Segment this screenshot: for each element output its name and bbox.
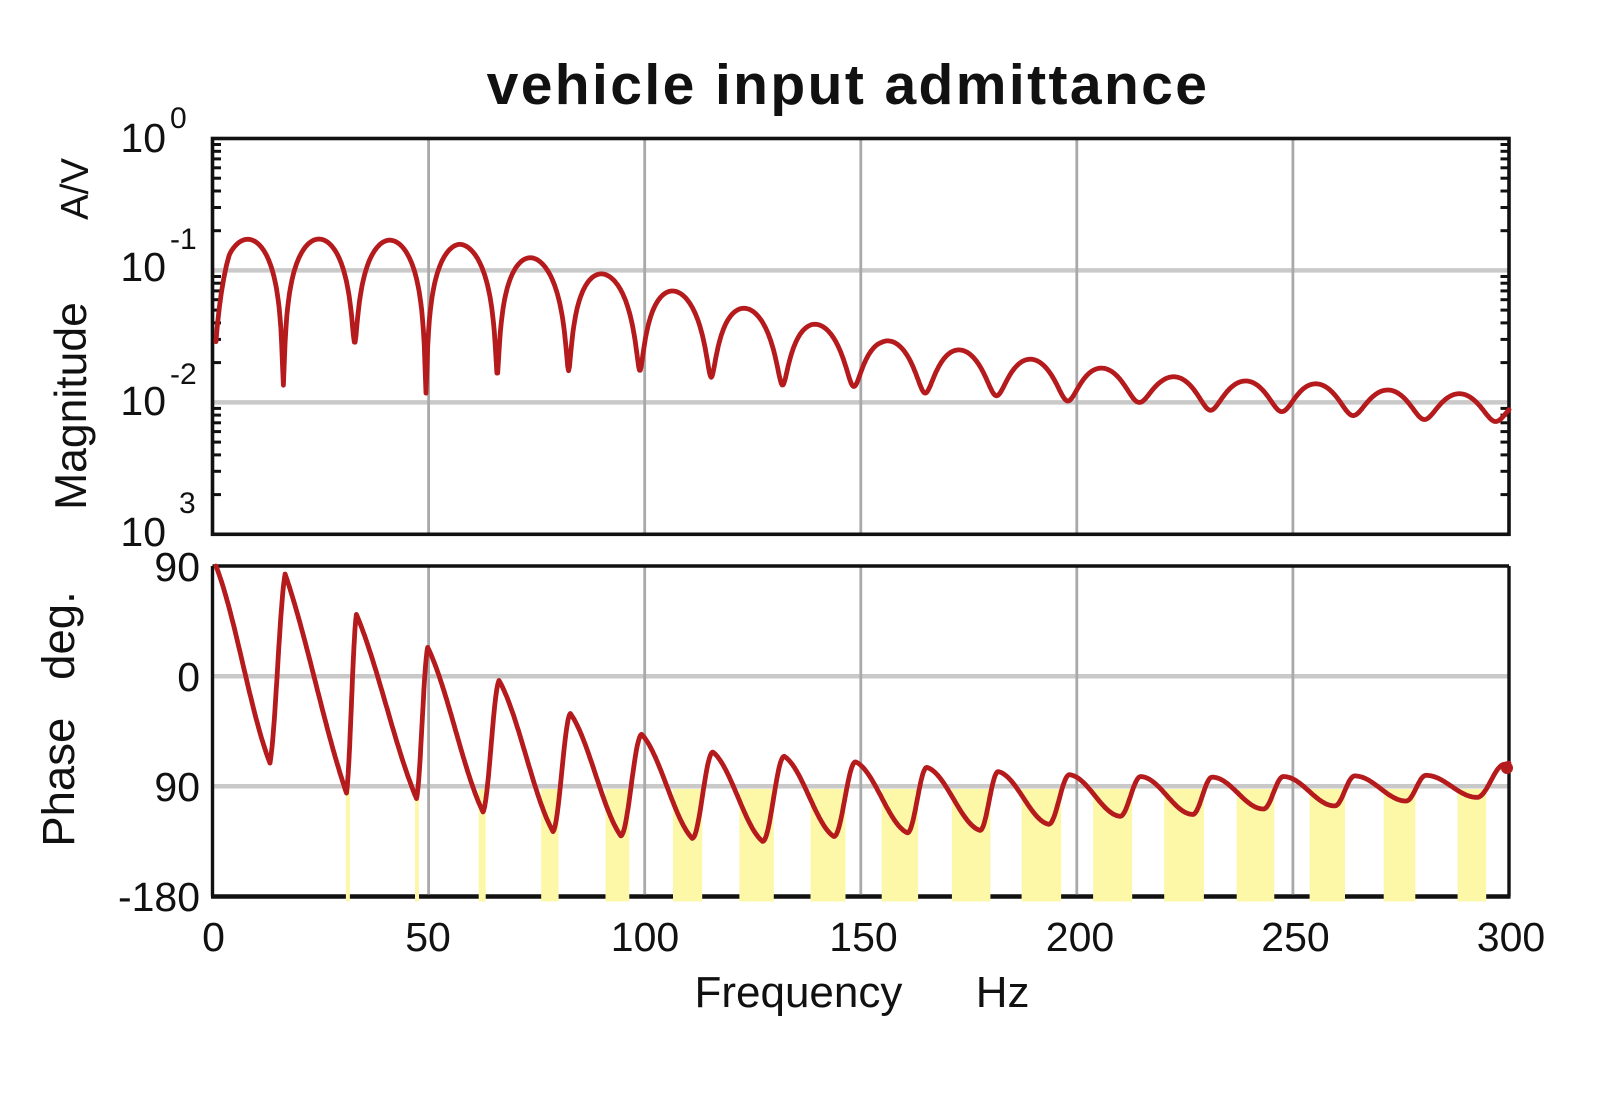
svg-text:200: 200 [1046,914,1114,960]
svg-text:10: 10 [120,509,166,555]
svg-text:-1: -1 [170,223,197,256]
svg-text:0: 0 [177,654,200,700]
svg-text:Frequency Hz: Frequency Hz [694,968,1029,1017]
svg-text:300: 300 [1477,914,1545,960]
svg-text:0: 0 [170,102,187,135]
svg-text:100: 100 [611,914,679,960]
svg-text:150: 150 [829,914,897,960]
svg-text:250: 250 [1261,914,1329,960]
svg-text:0: 0 [202,914,225,960]
svg-text:50: 50 [405,914,451,960]
svg-text:-2: -2 [170,358,197,391]
svg-text:3: 3 [179,487,196,520]
svg-text:Phase deg.: Phase deg. [33,591,84,847]
svg-text:A/V: A/V [54,158,97,220]
svg-text:Magnitude: Magnitude [47,302,96,510]
svg-text:10: 10 [120,115,166,161]
svg-text:vehicle input admittance: vehicle input admittance [487,53,1210,117]
svg-text:10: 10 [120,244,166,290]
svg-text:10: 10 [120,378,166,424]
svg-text:90: 90 [154,764,200,810]
svg-text:-180: -180 [118,874,200,920]
svg-text:90: 90 [154,544,200,590]
